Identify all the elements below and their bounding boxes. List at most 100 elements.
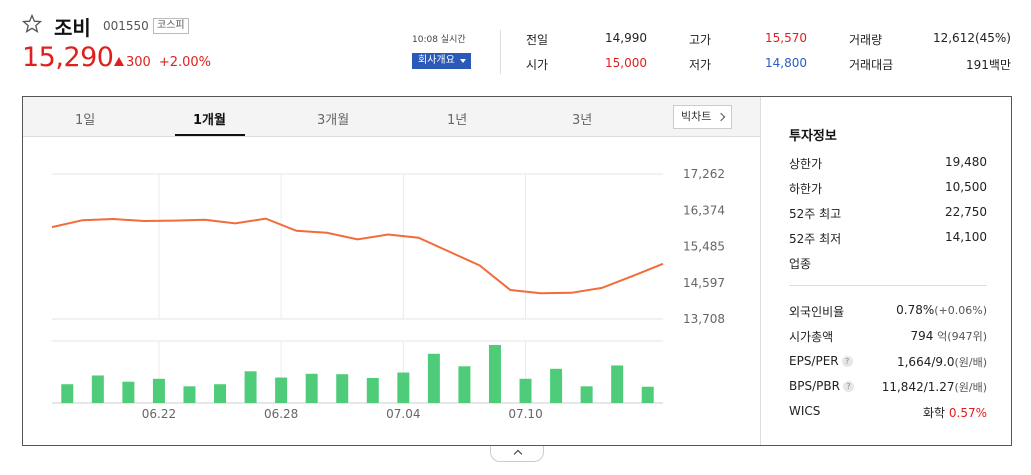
amount-label: 거래대금 xyxy=(849,58,894,72)
industry-label: 업종 xyxy=(789,257,812,271)
market-cap-unit: 억 xyxy=(937,330,948,343)
price-change: 300 +2.00% xyxy=(114,55,211,70)
big-chart-button[interactable]: 빅차트 xyxy=(673,105,732,129)
eps-per-label-row: EPS/PER? xyxy=(789,354,853,368)
volume-value: 12,612(45%) xyxy=(932,31,1011,45)
x-tick-label: 07.10 xyxy=(508,407,542,421)
volume-bar xyxy=(244,371,257,403)
low-value: 14,800 xyxy=(765,56,807,70)
investment-info-panel: 투자정보 상한가 19,480 하한가 10,500 52주 최고 22,750… xyxy=(760,97,1012,445)
volume-bar xyxy=(183,386,196,403)
up-triangle-icon xyxy=(114,57,124,66)
eps-per-unit: (원/배) xyxy=(954,356,987,369)
x-axis-labels: 06.22 06.28 07.04 07.10 xyxy=(142,407,543,421)
prev-close-value: 14,990 xyxy=(605,31,647,45)
week52-low-value: 14,100 xyxy=(945,230,987,244)
active-tab-indicator xyxy=(175,134,245,136)
low-label: 저가 xyxy=(689,58,712,72)
volume-bar xyxy=(91,375,104,403)
header-divider xyxy=(500,30,501,74)
volume-bar xyxy=(275,377,288,403)
y-axis-labels: 17,262 16,374 15,485 14,597 13,708 xyxy=(683,167,725,326)
foreign-ratio-change: (+0.06%) xyxy=(934,304,987,317)
volume-bar xyxy=(519,378,532,403)
prev-close-label: 전일 xyxy=(526,33,549,47)
favorite-star-icon[interactable] xyxy=(22,14,42,34)
help-icon[interactable]: ? xyxy=(842,381,854,392)
current-price: 15,290 xyxy=(22,42,114,73)
open-value: 15,000 xyxy=(605,56,647,70)
week52-low-label: 52주 최저 xyxy=(789,232,842,246)
y-tick-label: 16,374 xyxy=(683,203,725,217)
caret-down-icon xyxy=(460,59,466,63)
y-tick-label: 15,485 xyxy=(683,240,725,254)
high-label: 고가 xyxy=(689,33,712,47)
foreign-ratio-value: 0.78%(+0.06%) xyxy=(871,303,987,317)
x-tick-label: 07.04 xyxy=(386,407,420,421)
bps-pbr-label: BPS/PBR xyxy=(789,379,840,393)
volume-bar xyxy=(488,345,501,403)
x-tick-label: 06.22 xyxy=(142,407,176,421)
upper-limit-value: 19,480 xyxy=(945,155,987,169)
high-value: 15,570 xyxy=(765,31,807,45)
change-amount: 300 xyxy=(126,55,151,70)
lower-limit-value: 10,500 xyxy=(945,180,987,194)
y-tick-label: 13,708 xyxy=(683,312,725,326)
volume-bar xyxy=(550,368,563,403)
volume-bar xyxy=(122,381,135,403)
tab-1m[interactable]: 1개월 xyxy=(193,113,226,128)
investment-info-title: 투자정보 xyxy=(789,129,837,144)
volume-bars xyxy=(61,345,654,403)
market-badge: 코스피 xyxy=(153,18,189,34)
eps-per: 1,664/9.0 xyxy=(896,355,955,369)
volume-bar xyxy=(397,372,410,403)
volume-bar xyxy=(61,384,74,403)
volume-label: 거래량 xyxy=(849,33,883,47)
collapse-button[interactable] xyxy=(490,446,544,462)
foreign-ratio-label: 외국인비율 xyxy=(789,305,845,319)
tab-3y[interactable]: 3년 xyxy=(572,113,593,128)
tab-1y[interactable]: 1년 xyxy=(447,113,468,128)
volume-bar xyxy=(152,378,165,403)
market-cap-rank: (947위) xyxy=(947,330,987,343)
change-percent: +2.00% xyxy=(158,55,212,70)
help-icon[interactable]: ? xyxy=(841,356,853,367)
week52-high-label: 52주 최고 xyxy=(789,207,842,221)
big-chart-label: 빅차트 xyxy=(681,110,712,123)
volume-bar xyxy=(458,366,471,403)
volume-bar xyxy=(427,353,440,403)
stock-code: 001550 xyxy=(103,19,149,33)
y-tick-label: 14,597 xyxy=(683,276,725,290)
tab-3m[interactable]: 3개월 xyxy=(317,113,350,128)
x-tick-label: 06.28 xyxy=(264,407,298,421)
company-overview-label: 회사개요 xyxy=(418,55,455,66)
volume-bar xyxy=(366,377,379,403)
company-overview-button[interactable]: 회사개요 xyxy=(412,53,471,69)
bps-pbr-value: 11,842/1.27(원/배) xyxy=(871,379,987,395)
foreign-ratio: 0.78% xyxy=(896,303,935,317)
info-divider xyxy=(789,285,987,286)
realtime-timestamp: 10:08 실시간 xyxy=(412,35,466,45)
y-tick-label: 17,262 xyxy=(683,167,725,181)
volume-bar xyxy=(214,384,227,403)
market-cap: 794 xyxy=(910,329,934,343)
volume-bar xyxy=(580,386,593,403)
tab-1d[interactable]: 1일 xyxy=(75,113,96,128)
market-cap-value: 794 억(947위) xyxy=(871,328,987,344)
open-label: 시가 xyxy=(526,58,549,72)
volume-bar xyxy=(641,386,654,403)
chart-panel: 1일 1개월 3개월 1년 3년 빅차트 17,262 16,374 15,485 1… xyxy=(22,96,1012,446)
price-line xyxy=(51,217,664,295)
wics-sector: 화학 xyxy=(922,406,946,420)
stock-name: 조비 xyxy=(54,16,91,40)
volume-bar xyxy=(336,374,349,403)
upper-limit-label: 상한가 xyxy=(789,157,823,171)
chevron-up-icon xyxy=(513,449,523,459)
eps-per-label: EPS/PER xyxy=(789,354,839,368)
chart-grid xyxy=(52,173,663,404)
volume-bar xyxy=(305,373,318,403)
volume-bar xyxy=(611,365,624,403)
lower-limit-label: 하한가 xyxy=(789,182,823,196)
period-tabs: 1일 1개월 3개월 1년 3년 빅차트 xyxy=(23,97,760,137)
